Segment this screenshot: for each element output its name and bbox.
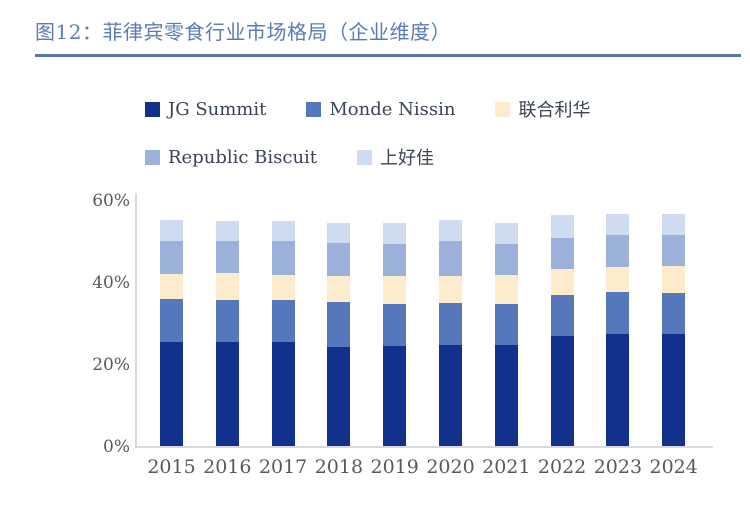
bar-segment <box>606 267 630 293</box>
legend-label: 联合利华 <box>518 100 591 121</box>
bar-segment <box>662 266 686 293</box>
bar-group <box>439 220 462 447</box>
bar-segment <box>383 244 407 277</box>
bar-segment <box>494 244 518 276</box>
bar-group <box>606 214 630 447</box>
bar-segment <box>160 341 183 447</box>
bar-group <box>271 220 295 447</box>
title-underline <box>35 54 741 57</box>
bar-segment <box>606 334 630 447</box>
bar-segment <box>662 334 686 447</box>
bar-segment <box>271 220 295 242</box>
legend-swatch-icon <box>306 101 322 117</box>
bar-segment <box>550 295 574 337</box>
bar-group <box>327 223 351 447</box>
bar-segment <box>215 272 239 300</box>
bar-group <box>550 215 574 447</box>
bar-segment <box>550 336 574 447</box>
legend-swatch-icon <box>145 101 160 117</box>
bar-segment <box>383 304 407 346</box>
bar-segment <box>550 215 574 238</box>
bar-segment <box>439 220 462 242</box>
x-tick-label: 2023 <box>593 456 643 478</box>
bar-segment <box>439 276 462 304</box>
y-tick-label: 0% <box>103 436 130 457</box>
bar-segment <box>160 298 183 342</box>
x-tick-label: 2024 <box>649 456 698 478</box>
bar-segment <box>662 235 686 267</box>
bar-segment <box>160 274 183 299</box>
x-tick-label: 2020 <box>426 456 475 478</box>
bar-segment <box>271 275 295 300</box>
x-tick-label: 2019 <box>370 456 419 478</box>
bar-group <box>494 223 518 447</box>
bar-segment <box>160 220 183 242</box>
bar-segment <box>662 214 686 236</box>
legend-item: JG Summit <box>145 99 266 120</box>
legend-label: Republic Biscuit <box>168 146 318 168</box>
bar-segment <box>271 299 295 342</box>
legend-label: 上好佳 <box>380 148 435 169</box>
legend-label: Monde Nissin <box>329 98 456 120</box>
x-tick-label: 2022 <box>537 456 587 478</box>
bar-segment <box>215 241 239 273</box>
legend-item: Republic Biscuit <box>145 147 317 168</box>
legend-swatch-icon <box>495 101 511 117</box>
bar-segment <box>327 243 351 277</box>
bar-group <box>215 220 239 447</box>
bar-segment <box>550 268 574 296</box>
bar-segment <box>327 276 351 302</box>
bar-segment <box>327 223 351 244</box>
bar-segment <box>494 344 518 447</box>
x-tick-label: 2016 <box>203 456 252 478</box>
x-tick-label: 2018 <box>314 456 364 478</box>
figure-title: 图12：菲律宾零食行业市场格局（企业维度） <box>35 20 451 44</box>
bar-segment <box>383 276 407 305</box>
bar-segment <box>439 344 462 447</box>
bar-segment <box>606 292 630 335</box>
bar-segment <box>215 341 239 447</box>
bar-segment <box>494 223 518 245</box>
bar-segment <box>494 275 518 304</box>
legend-swatch-icon <box>357 149 373 165</box>
bar-segment <box>271 241 295 276</box>
bar-group <box>662 214 686 447</box>
y-tick-label: 40% <box>92 272 130 293</box>
bar-segment <box>215 220 239 242</box>
legend: JG Summit Monde Nissin 联合利华 Republic Biscui… <box>145 96 635 170</box>
bar-segment <box>383 345 407 447</box>
x-tick-label: 2017 <box>258 456 308 478</box>
y-tick-label: 60% <box>92 190 130 211</box>
bar-segment <box>494 303 518 345</box>
bar-group <box>383 223 407 447</box>
x-axis-line <box>135 446 713 448</box>
x-tick-label: 2015 <box>147 456 196 478</box>
bar-segment <box>215 299 239 342</box>
bar-segment <box>327 301 351 347</box>
bar-segment <box>439 241 462 277</box>
legend-label: JG Summit <box>168 98 267 120</box>
bar-segment <box>383 223 407 245</box>
bar-segment <box>439 303 462 345</box>
bar-segment <box>606 214 630 236</box>
bar-segment <box>271 341 295 447</box>
bar-segment <box>550 237 574 269</box>
bar-segment <box>662 292 686 335</box>
legend-swatch-icon <box>145 149 160 165</box>
y-tick-label: 20% <box>92 354 130 375</box>
bar-segment <box>327 346 351 447</box>
bar-group <box>160 220 183 447</box>
bar-segment <box>160 241 183 275</box>
bar-segment <box>606 235 630 268</box>
legend-item: Monde Nissin <box>306 99 455 120</box>
legend-item: 上好佳 <box>357 144 434 170</box>
x-tick-label: 2021 <box>482 456 531 478</box>
y-axis-line <box>135 193 137 448</box>
legend-item: 联合利华 <box>495 96 590 122</box>
